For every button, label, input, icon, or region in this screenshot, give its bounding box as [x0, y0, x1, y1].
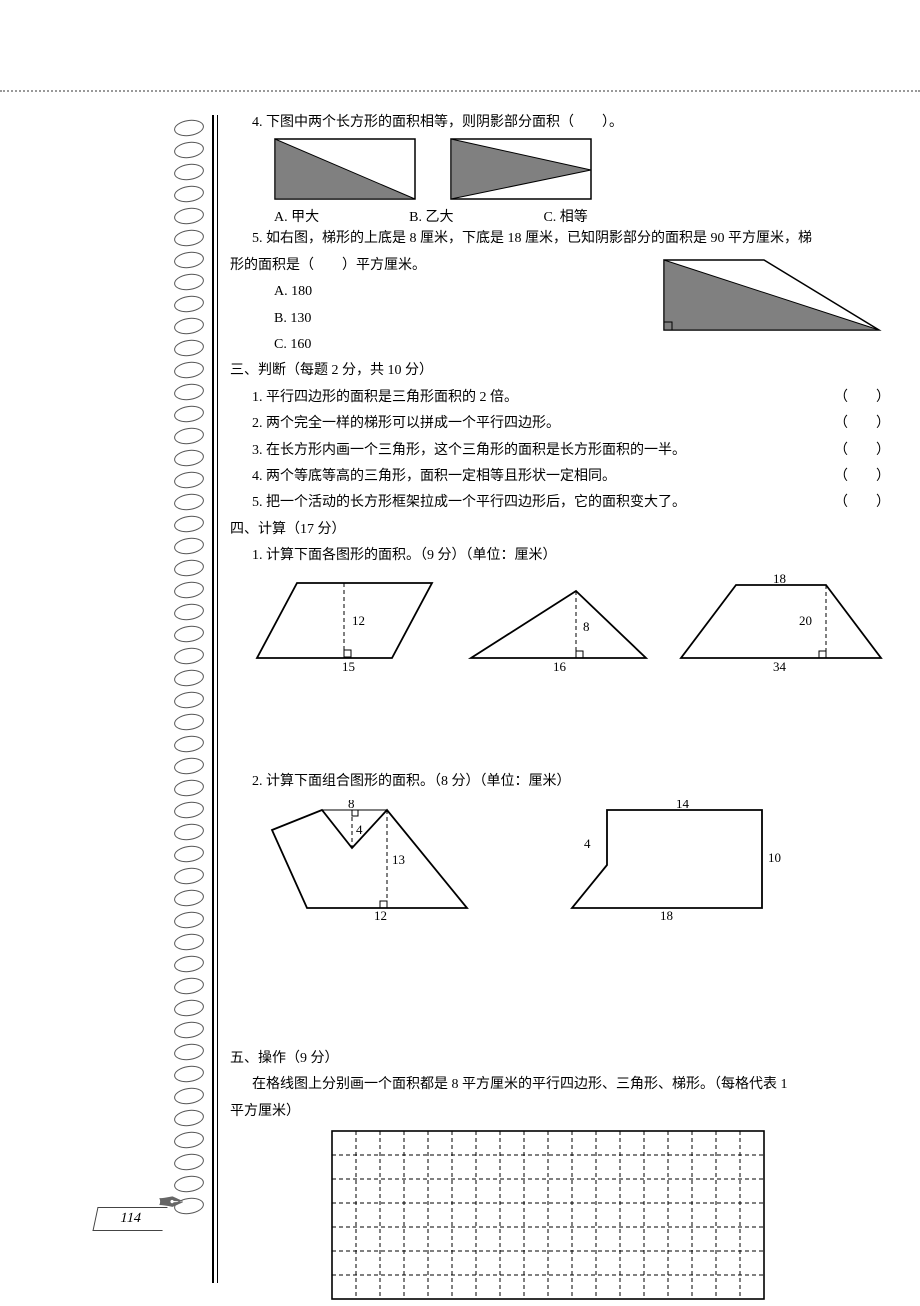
- page-number-value: 114: [119, 1211, 143, 1227]
- page-number: 114: [92, 1207, 167, 1231]
- sec3-paren-2: （ ）: [834, 413, 890, 435]
- q4-options: A. 甲大 B. 乙大 C. 相等: [230, 206, 890, 226]
- sec3-paren-3: （ ）: [834, 440, 890, 462]
- page-content: 4. 下图中两个长方形的面积相等，则阴影部分面积（ ）。 A. 甲大 B. 乙大…: [230, 112, 890, 1306]
- q1-trapezoid: 18 20 34: [671, 573, 890, 673]
- sec3-item-5: 5. 把一个活动的长方形框架拉成一个平行四边形后，它的面积变大了。 （ ）: [230, 492, 890, 514]
- svg-text:4: 4: [584, 836, 591, 851]
- q5-opt-c: C. 160: [230, 334, 654, 356]
- sec4-q2-figures: 8 4 13 12 14 4 10 18: [252, 800, 890, 920]
- sec3-item-1-text: 1. 平行四边形的面积是三角形面积的 2 倍。: [252, 387, 518, 409]
- sec3-item-3-text: 3. 在长方形内画一个三角形，这个三角形的面积是长方形面积的一半。: [252, 440, 686, 462]
- svg-text:10: 10: [768, 850, 781, 865]
- sec5-grid-wrap: [230, 1129, 890, 1306]
- sec3-title: 三、判断（每题 2 分，共 10 分）: [230, 360, 890, 382]
- sec3-item-4: 4. 两个等底等高的三角形，面积一定相等且形状一定相同。 （ ）: [230, 466, 890, 488]
- svg-text:8: 8: [583, 619, 590, 634]
- q1-triangle: 8 16: [461, 573, 650, 673]
- svg-text:34: 34: [773, 659, 787, 673]
- svg-text:12: 12: [374, 908, 387, 920]
- sec5-title: 五、操作（9 分）: [230, 1048, 890, 1070]
- sec4-q1-text: 1. 计算下面各图形的面积。（9 分）（单位：厘米）: [230, 545, 890, 567]
- sec5-text-line2: 平方厘米）: [230, 1101, 890, 1123]
- svg-text:18: 18: [660, 908, 673, 920]
- svg-text:13: 13: [392, 852, 405, 867]
- margin-line-thick: [212, 115, 214, 1283]
- sec3-paren-4: （ ）: [834, 466, 890, 488]
- svg-text:4: 4: [356, 822, 363, 837]
- sec4-q1-figures: 12 15 8 16 18 20 34: [252, 573, 890, 673]
- sec3-item-2: 2. 两个完全一样的梯形可以拼成一个平行四边形。 （ ）: [230, 413, 890, 435]
- sec4-q2-text: 2. 计算下面组合图形的面积。（8 分）（单位：厘米）: [230, 771, 890, 793]
- svg-text:18: 18: [773, 573, 786, 586]
- q4-opt-a: A. 甲大: [274, 206, 319, 226]
- svg-text:20: 20: [799, 613, 812, 628]
- sec3-item-2-text: 2. 两个完全一样的梯形可以拼成一个平行四边形。: [252, 413, 560, 435]
- svg-text:15: 15: [342, 659, 355, 673]
- sec3-item-4-text: 4. 两个等底等高的三角形，面积一定相等且形状一定相同。: [252, 466, 616, 488]
- q4-figure-left: [274, 138, 420, 202]
- q5-text-line2: 形的面积是（ ）平方厘米。: [230, 255, 654, 277]
- margin-line-thin: [217, 115, 218, 1283]
- q4-opt-c: C. 相等: [543, 206, 587, 226]
- sec5-grid: [330, 1129, 766, 1301]
- q5-figure: [654, 255, 884, 335]
- sec3-item-1: 1. 平行四边形的面积是三角形面积的 2 倍。 （ ）: [230, 387, 890, 409]
- sec3-paren-5: （ ）: [834, 492, 890, 514]
- q4-figures: [274, 138, 890, 202]
- sec5-text-line1: 在格线图上分别画一个面积都是 8 平方厘米的平行四边形、三角形、梯形。（每格代表…: [230, 1074, 890, 1096]
- page-footer: ✒ 114: [95, 1183, 215, 1233]
- sec3-item-3: 3. 在长方形内画一个三角形，这个三角形的面积是长方形面积的一半。 （ ）: [230, 440, 890, 462]
- sec3-item-5-text: 5. 把一个活动的长方形框架拉成一个平行四边形后，它的面积变大了。: [252, 492, 686, 514]
- q2-shape1: 8 4 13 12: [252, 800, 492, 920]
- spiral-binding: [172, 118, 208, 1268]
- q4-text: 4. 下图中两个长方形的面积相等，则阴影部分面积（ ）。: [230, 112, 890, 134]
- q1-parallelogram: 12 15: [252, 573, 441, 673]
- q4-figure-right: [450, 138, 596, 202]
- q2-shape2: 14 4 10 18: [552, 800, 792, 920]
- page-top-divider: [0, 90, 920, 92]
- svg-text:16: 16: [553, 659, 567, 673]
- sec3-paren-1: （ ）: [834, 387, 890, 409]
- svg-text:12: 12: [352, 613, 365, 628]
- q4-opt-b: B. 乙大: [409, 206, 453, 226]
- q5-opt-a: A. 180: [230, 281, 654, 303]
- svg-text:8: 8: [348, 800, 355, 811]
- svg-text:14: 14: [676, 800, 690, 811]
- q5-opt-b: B. 130: [230, 308, 654, 330]
- q5-text-line1: 5. 如右图，梯形的上底是 8 厘米，下底是 18 厘米，已知阴影部分的面积是 …: [230, 228, 890, 250]
- sec4-title: 四、计算（17 分）: [230, 519, 890, 541]
